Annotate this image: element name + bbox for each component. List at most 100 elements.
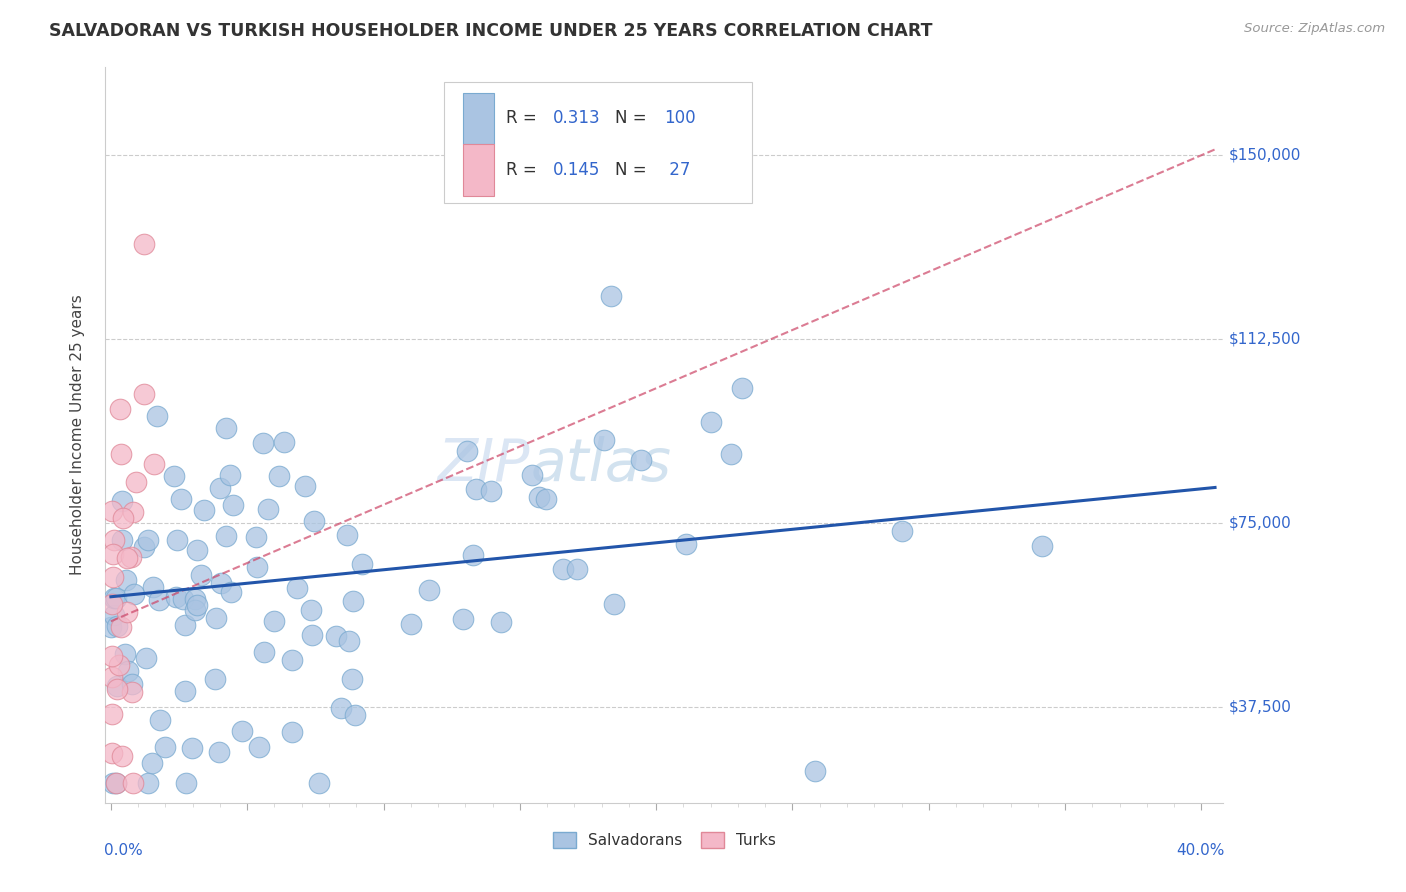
Point [263,615,285,629]
Point [215,421,238,435]
Point [273,434,295,449]
Point [340,672,363,686]
Point [138,776,160,790]
Point [111,749,134,764]
Point [174,776,197,790]
Bar [463,93,495,145]
Point [138,533,160,547]
Point [101,504,124,518]
Point [209,576,232,591]
Point [103,591,125,606]
Text: ZIP: ZIP [437,436,530,492]
Point [281,653,304,667]
Point [125,475,148,489]
Point [344,707,367,722]
Text: 0.145: 0.145 [553,161,600,179]
Point [630,453,652,467]
Text: atlas: atlas [530,436,671,492]
Point [115,574,138,588]
Text: N =: N = [616,110,652,128]
Point [204,672,226,686]
Text: 27: 27 [665,161,690,179]
Text: R =: R = [506,110,541,128]
Point [132,386,155,401]
Point [208,746,231,760]
Point [456,444,478,458]
Point [720,447,742,461]
Point [302,514,325,528]
Point [142,580,165,594]
Point [112,510,135,524]
Point [181,741,204,756]
Point [104,776,127,790]
Point [401,617,423,632]
Point [479,484,502,499]
Point [100,620,122,634]
Point [149,713,172,727]
Point [114,647,136,661]
Point [285,581,308,595]
Point [418,582,440,597]
Point [143,457,166,471]
Point [731,381,754,395]
Point [134,540,156,554]
Point [184,603,207,617]
Point [107,658,129,673]
Point [599,289,621,303]
Point [253,645,276,659]
Point [174,683,197,698]
Text: 100: 100 [665,110,696,128]
Point [205,610,228,624]
Point [105,591,128,605]
Point [245,530,267,544]
Point [675,537,697,551]
Point [247,739,270,754]
Text: N =: N = [616,161,652,179]
Text: $75,000: $75,000 [1229,516,1292,531]
Point [246,560,269,574]
Point [337,633,360,648]
Text: $150,000: $150,000 [1229,148,1301,162]
Point [101,746,124,760]
Point [208,481,231,495]
Point [330,701,353,715]
Point [101,597,124,611]
Text: SALVADORAN VS TURKISH HOUSEHOLDER INCOME UNDER 25 YEARS CORRELATION CHART: SALVADORAN VS TURKISH HOUSEHOLDER INCOME… [49,22,932,40]
Point [122,776,145,790]
Point [121,505,143,519]
Point [214,529,236,543]
Point [190,567,212,582]
Point [553,562,575,576]
Point [121,684,143,698]
Point [105,679,128,693]
Point [141,756,163,770]
Point [567,562,589,576]
Point [593,434,616,448]
Point [105,619,128,633]
Point [111,494,134,508]
Point [301,627,323,641]
Text: 0.0%: 0.0% [104,843,143,858]
Point [101,707,124,722]
Text: Source: ZipAtlas.com: Source: ZipAtlas.com [1244,22,1385,36]
Point [294,479,316,493]
Point [163,468,186,483]
Bar [463,145,495,195]
Text: $37,500: $37,500 [1229,699,1292,714]
Point [121,676,143,690]
Y-axis label: Householder Income Under 25 years: Householder Income Under 25 years [70,294,84,575]
Point [104,776,127,790]
Point [122,587,145,601]
Point [108,401,131,416]
Point [103,547,125,561]
Point [267,468,290,483]
Text: $112,500: $112,500 [1229,332,1301,347]
Point [184,592,207,607]
Point [325,629,347,643]
Point [148,592,170,607]
Point [527,490,550,504]
Text: R =: R = [506,161,541,179]
Point [803,764,825,778]
Text: 40.0%: 40.0% [1175,843,1225,858]
Point [186,543,208,558]
